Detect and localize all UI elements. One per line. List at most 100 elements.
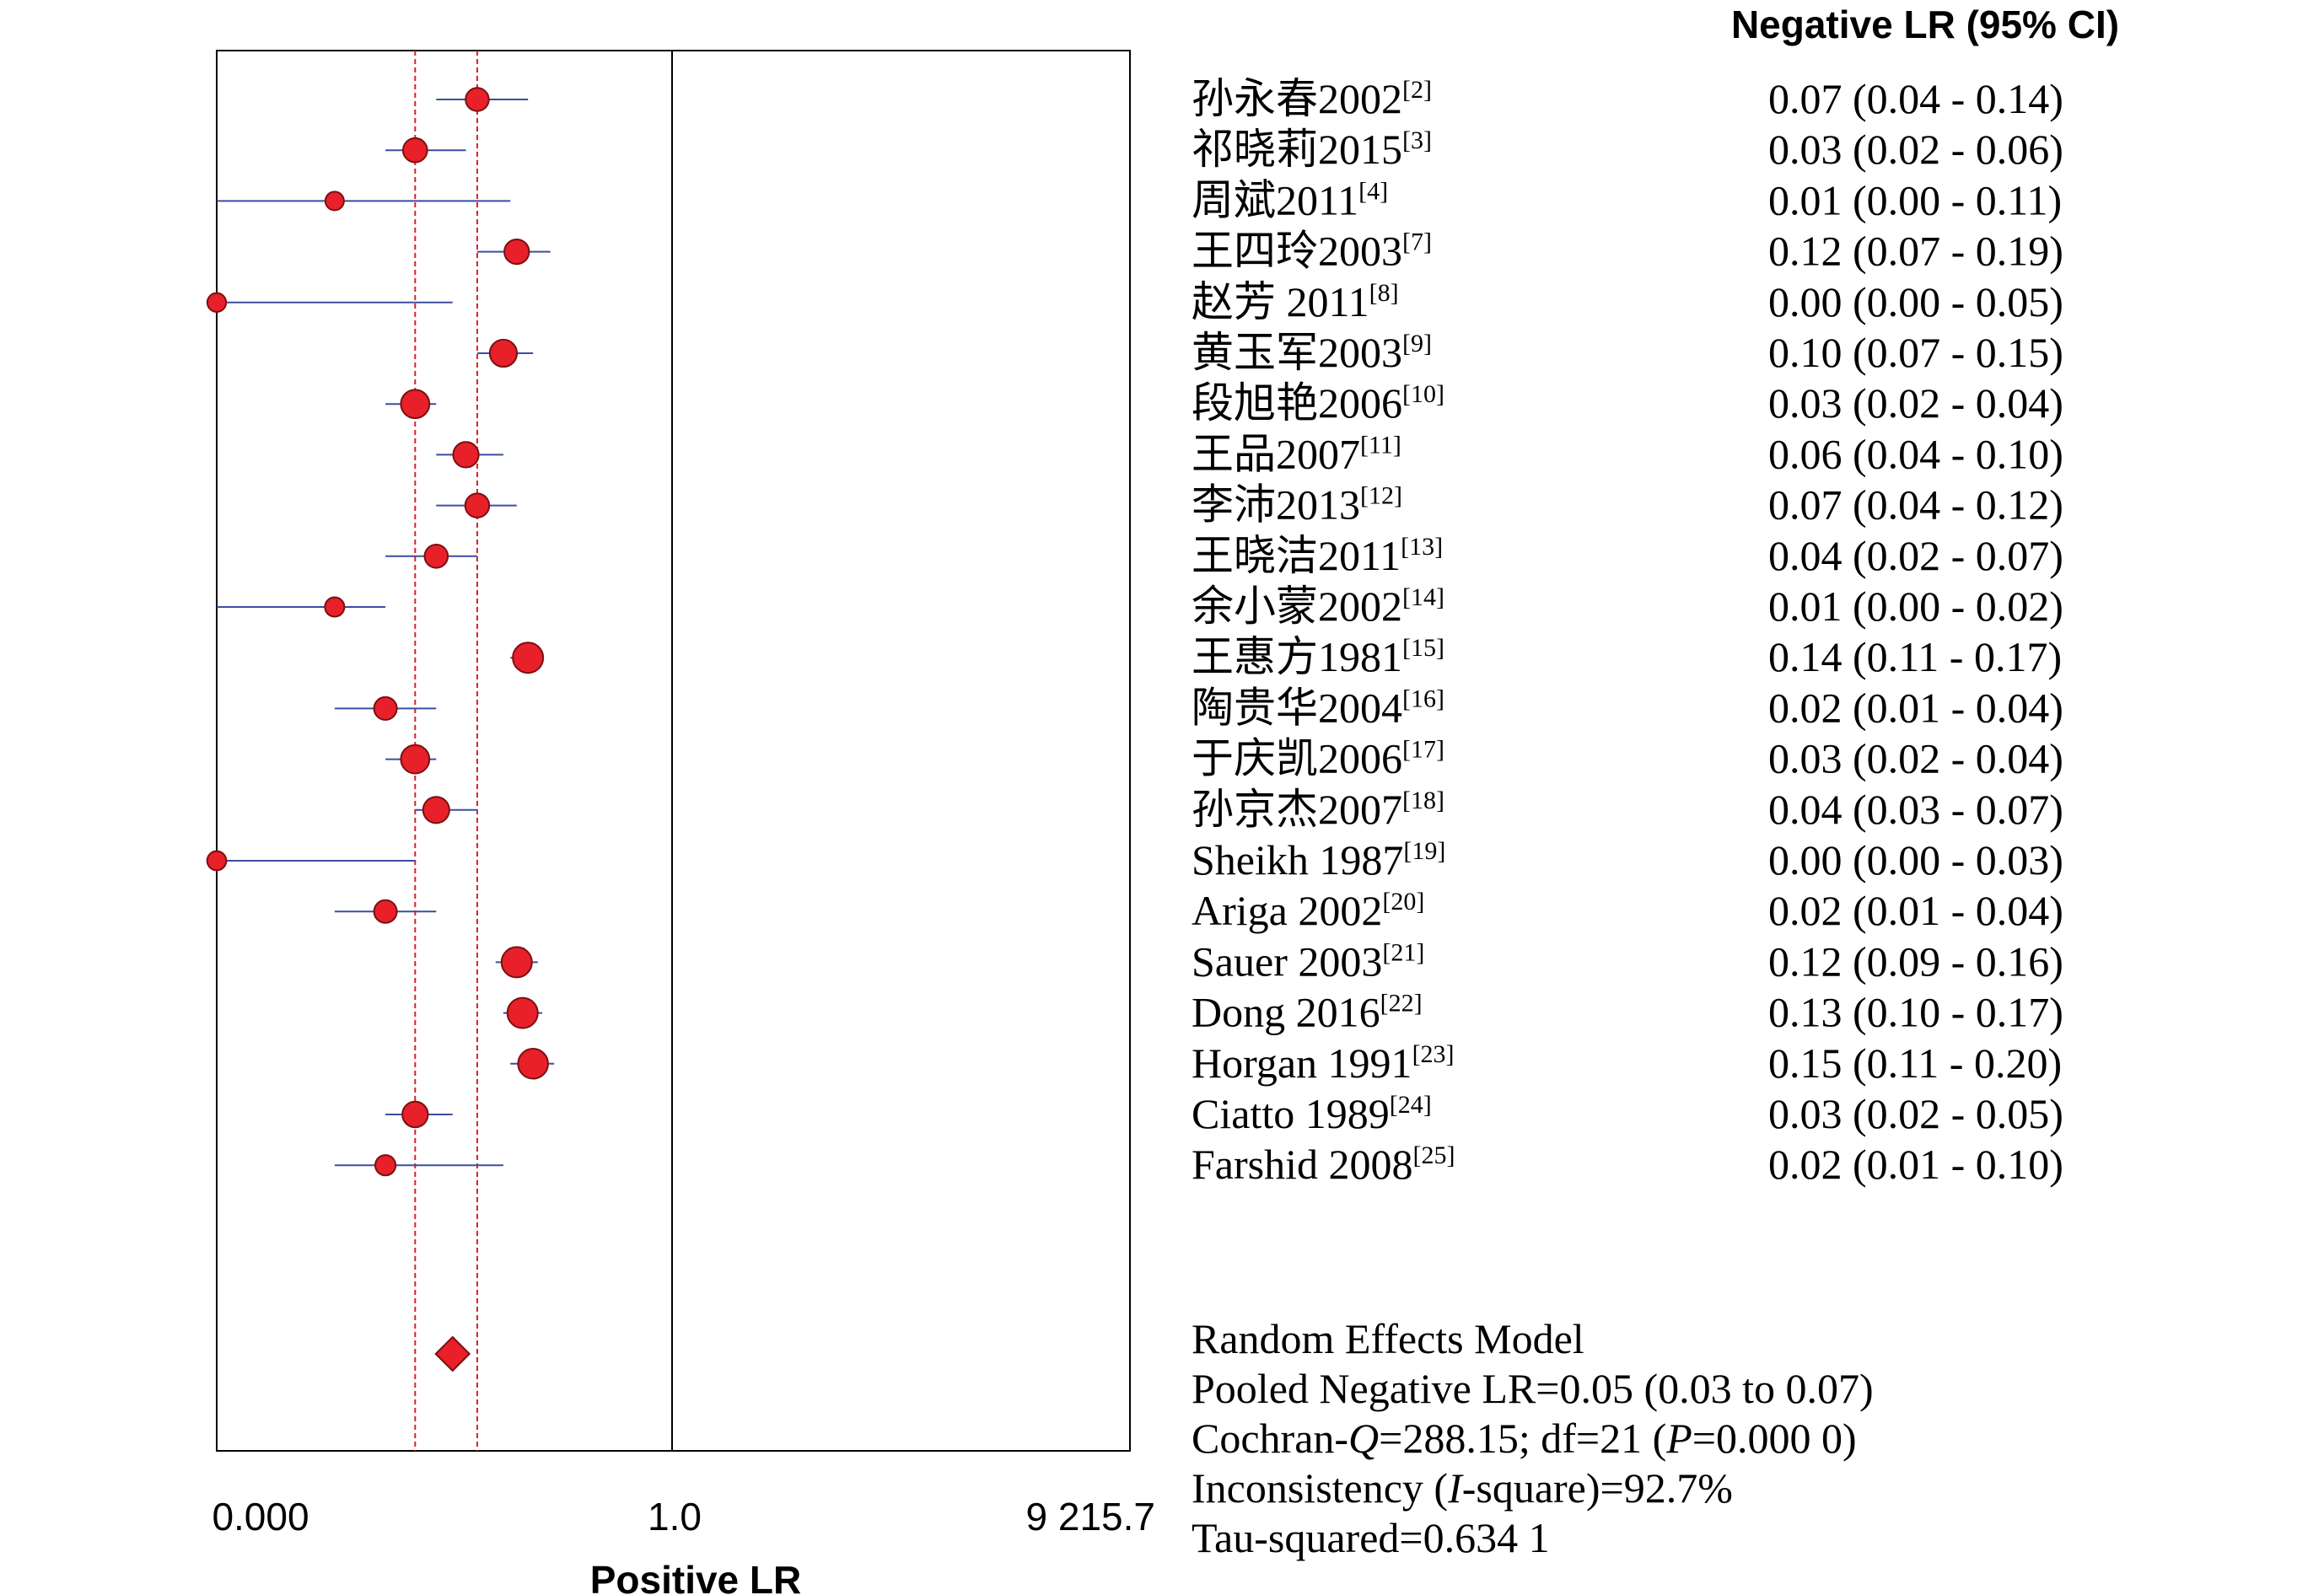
- study-value: 0.03 (0.02 - 0.04): [1768, 379, 2063, 427]
- study-label: Sheikh 1987[19]: [1192, 836, 1445, 883]
- study-name: 陶贵华2004: [1192, 684, 1402, 731]
- study-value: 0.03 (0.02 - 0.04): [1768, 735, 2063, 782]
- study-ref: [4]: [1358, 177, 1388, 205]
- study-ref: [15]: [1402, 634, 1444, 662]
- study-value: 0.14 (0.11 - 0.17): [1768, 633, 2062, 680]
- study-label: 赵芳 2011[8]: [1192, 278, 1399, 325]
- summary-line: Tau-squared=0.634 1: [1192, 1514, 1550, 1561]
- study-ref: [7]: [1402, 228, 1432, 256]
- study-name: 王品2007: [1192, 430, 1360, 477]
- study-ref: [19]: [1403, 837, 1445, 865]
- study-ref: [10]: [1402, 380, 1444, 408]
- study-ref: [22]: [1380, 990, 1423, 1018]
- study-value: 0.02 (0.01 - 0.04): [1768, 684, 2063, 731]
- study-ref: [9]: [1402, 330, 1432, 357]
- study-point: [401, 137, 428, 164]
- study-label: 王晓洁2011[13]: [1192, 532, 1443, 579]
- study-ref: [3]: [1402, 126, 1432, 154]
- summary-line: Pooled Negative LR=0.05 (0.03 to 0.07): [1192, 1365, 1874, 1412]
- study-value: 0.01 (0.00 - 0.11): [1768, 176, 2062, 223]
- study-ref: [14]: [1402, 583, 1444, 611]
- study-name: Sauer 2003: [1192, 937, 1382, 985]
- study-label: Ariga 2002[20]: [1192, 887, 1424, 934]
- study-point: [488, 338, 519, 368]
- study-value: 0.13 (0.10 - 0.17): [1768, 989, 2063, 1036]
- study-label: 黄玉军2003[9]: [1192, 329, 1432, 376]
- study-point: [464, 492, 491, 518]
- study-point: [465, 87, 490, 112]
- study-name: 于庆凯2006: [1192, 735, 1402, 782]
- study-point: [400, 744, 431, 775]
- study-value: 0.06 (0.04 - 0.10): [1768, 430, 2063, 477]
- study-name: Horgan 1991: [1192, 1039, 1412, 1087]
- study-point: [400, 389, 431, 420]
- x-tick-label: 1.0: [648, 1495, 702, 1539]
- study-value: 0.12 (0.07 - 0.19): [1768, 228, 2063, 275]
- x-axis-label: Positive LR: [590, 1558, 802, 1595]
- study-ref: [25]: [1413, 1141, 1455, 1169]
- x-tick-label: 0.000: [212, 1495, 309, 1539]
- summary-line: Cochran-Q=288.15; df=21 (P=0.000 0): [1192, 1415, 1857, 1462]
- study-name: Dong 2016: [1192, 989, 1380, 1036]
- study-name: 赵芳 2011: [1192, 278, 1369, 325]
- study-name: 祁晓莉2015: [1192, 126, 1402, 173]
- study-value: 0.07 (0.04 - 0.12): [1768, 481, 2063, 529]
- study-ref: [21]: [1382, 938, 1424, 966]
- study-point: [206, 850, 228, 872]
- study-label: Dong 2016[22]: [1192, 989, 1423, 1036]
- study-label: 孙永春2002[2]: [1192, 75, 1432, 122]
- study-value: 0.00 (0.00 - 0.05): [1768, 278, 2063, 325]
- study-value: 0.07 (0.04 - 0.14): [1768, 75, 2063, 122]
- study-value: 0.02 (0.01 - 0.04): [1768, 887, 2063, 934]
- study-label: 于庆凯2006[17]: [1192, 735, 1444, 782]
- study-ref: [17]: [1402, 736, 1444, 764]
- study-point: [373, 899, 398, 924]
- study-name: 王晓洁2011: [1192, 532, 1401, 579]
- study-point: [401, 1100, 429, 1129]
- study-label: Ciatto 1989[24]: [1192, 1090, 1432, 1137]
- study-label: Farshid 2008[25]: [1192, 1141, 1455, 1188]
- study-ref: [18]: [1402, 787, 1444, 814]
- study-label: 王品2007[11]: [1192, 430, 1401, 477]
- study-ref: [12]: [1360, 482, 1402, 510]
- study-point: [423, 544, 449, 569]
- study-label: 陶贵华2004[16]: [1192, 684, 1444, 731]
- study-value: 0.04 (0.03 - 0.07): [1768, 786, 2063, 833]
- study-name: 王惠方1981: [1192, 633, 1402, 680]
- study-label: 孙京杰2007[18]: [1192, 786, 1444, 833]
- study-point: [506, 996, 539, 1029]
- study-point: [373, 695, 398, 721]
- study-name: Ariga 2002: [1192, 887, 1382, 934]
- study-label: Sauer 2003[21]: [1192, 937, 1424, 985]
- study-point: [503, 238, 530, 266]
- study-label: 余小蒙2002[14]: [1192, 583, 1444, 630]
- study-value: 0.03 (0.02 - 0.05): [1768, 1090, 2063, 1137]
- study-value: 0.02 (0.01 - 0.10): [1768, 1141, 2063, 1188]
- study-value: 0.04 (0.02 - 0.07): [1768, 532, 2063, 579]
- summary-line: Inconsistency (I-square)=92.7%: [1192, 1464, 1733, 1512]
- study-name: 李沛2013: [1192, 481, 1360, 529]
- pooled-diamond: [434, 1335, 471, 1372]
- study-name: 孙永春2002: [1192, 75, 1402, 122]
- study-value: 0.10 (0.07 - 0.15): [1768, 329, 2063, 376]
- study-ref: [23]: [1412, 1040, 1455, 1068]
- study-ref: [11]: [1360, 431, 1401, 459]
- right-header: Negative LR (95% CI): [1731, 3, 2119, 46]
- study-label: 祁晓莉2015[3]: [1192, 126, 1432, 173]
- study-point: [422, 796, 450, 824]
- study-label: 周斌2011[4]: [1192, 176, 1388, 223]
- study-name: 余小蒙2002: [1192, 583, 1402, 630]
- study-label: 王惠方1981[15]: [1192, 633, 1444, 680]
- study-value: 0.12 (0.09 - 0.16): [1768, 937, 2063, 985]
- study-value: 0.01 (0.00 - 0.02): [1768, 583, 2063, 630]
- study-value: 0.15 (0.11 - 0.20): [1768, 1039, 2062, 1087]
- study-ref: [16]: [1402, 685, 1444, 712]
- study-label: Horgan 1991[23]: [1192, 1039, 1455, 1087]
- study-name: Ciatto 1989: [1192, 1090, 1390, 1137]
- study-name: 周斌2011: [1192, 176, 1358, 223]
- study-point: [500, 946, 533, 979]
- study-value: 0.03 (0.02 - 0.06): [1768, 126, 2063, 173]
- study-name: Sheikh 1987: [1192, 836, 1403, 883]
- study-point: [206, 292, 228, 313]
